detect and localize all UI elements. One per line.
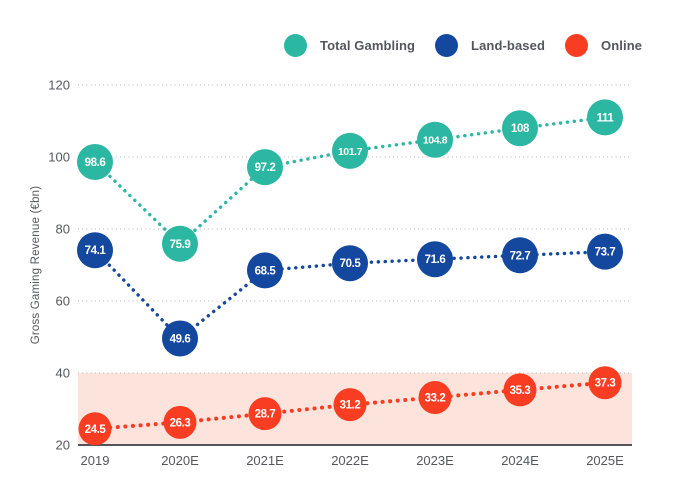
online-swatch-icon (565, 33, 589, 57)
x-tick-label-2024E: 2024E (501, 453, 539, 468)
marker-label-land-based-2025E: 73.7 (595, 247, 616, 259)
y-tick-label-60: 60 (56, 294, 70, 309)
marker-label-online-2024E: 35.3 (510, 385, 531, 397)
x-tick-label-2022E: 2022E (331, 453, 369, 468)
marker-total-gambling-2020E (162, 225, 198, 262)
marker-online-2019 (78, 412, 112, 446)
marker-land-based-2022E (332, 245, 368, 282)
x-tick-label-2020E: 2020E (161, 453, 199, 468)
land-based-swatch-icon (435, 33, 459, 57)
marker-online-2025E (588, 366, 622, 400)
marker-total-gambling-2023E (417, 121, 453, 158)
marker-label-total-gambling-2022E: 101.7 (338, 146, 363, 158)
x-tick-label-2023E: 2023E (416, 453, 454, 468)
legend-label-land-based: Land-based (471, 37, 546, 53)
x-tick-label-2025E: 2025E (586, 453, 624, 468)
marker-land-based-2024E (502, 237, 538, 274)
marker-label-total-gambling-2024E: 108 (511, 123, 530, 135)
marker-label-online-2022E: 31.2 (340, 400, 361, 412)
y-tick-label-40: 40 (56, 366, 70, 381)
marker-label-land-based-2024E: 72.7 (510, 250, 531, 262)
marker-label-online-2025E: 37.3 (595, 378, 616, 390)
x-tick-label-2019: 2019 (81, 453, 110, 468)
y-tick-label-100: 100 (48, 150, 70, 165)
legend-label-online: Online (601, 37, 643, 53)
marker-label-total-gambling-2020E: 75.9 (170, 239, 191, 251)
marker-label-total-gambling-2021E: 97.2 (255, 162, 276, 174)
legend-item-online: Online (565, 33, 643, 57)
marker-label-land-based-2019: 74.1 (85, 245, 107, 257)
marker-total-gambling-2022E (332, 132, 368, 169)
legend-item-total-gambling: Total Gambling (284, 33, 416, 57)
chart-legend: Total Gambling Land-based Online (284, 33, 642, 57)
marker-land-based-2023E (417, 241, 453, 278)
marker-label-online-2023E: 33.2 (425, 392, 446, 404)
marker-label-online-2021E: 28.7 (255, 409, 276, 421)
marker-land-based-2019 (77, 232, 113, 269)
marker-online-2024E (503, 373, 537, 407)
marker-land-based-2020E (162, 320, 198, 357)
marker-label-online-2020E: 26.3 (170, 417, 191, 429)
marker-land-based-2025E (587, 233, 623, 270)
marker-land-based-2021E (247, 252, 283, 289)
marker-total-gambling-2024E (502, 110, 538, 147)
y-tick-label-20: 20 (56, 438, 70, 453)
marker-online-2020E (163, 405, 197, 439)
marker-online-2022E (333, 388, 367, 422)
marker-label-land-based-2020E: 49.6 (170, 333, 191, 345)
marker-label-online-2019: 24.5 (85, 424, 107, 436)
y-tick-label-80: 80 (56, 222, 70, 237)
legend-item-land-based: Land-based (435, 33, 546, 57)
x-tick-label-2021E: 2021E (246, 453, 284, 468)
legend-label-total-gambling: Total Gambling (320, 37, 416, 53)
total-gambling-swatch-icon (284, 33, 307, 57)
marker-label-total-gambling-2023E: 104.8 (423, 135, 448, 147)
marker-online-2023E (418, 380, 452, 414)
marker-label-land-based-2023E: 71.6 (425, 254, 446, 266)
marker-total-gambling-2021E (247, 149, 283, 186)
marker-label-total-gambling-2019: 98.6 (85, 157, 106, 169)
y-tick-label-120: 120 (48, 78, 70, 93)
marker-label-land-based-2022E: 70.5 (340, 258, 362, 270)
marker-total-gambling-2019 (77, 144, 113, 181)
marker-label-land-based-2021E: 68.5 (255, 265, 277, 277)
marker-total-gambling-2025E (587, 99, 623, 136)
marker-online-2021E (248, 397, 282, 431)
marker-label-total-gambling-2025E: 111 (597, 112, 615, 124)
